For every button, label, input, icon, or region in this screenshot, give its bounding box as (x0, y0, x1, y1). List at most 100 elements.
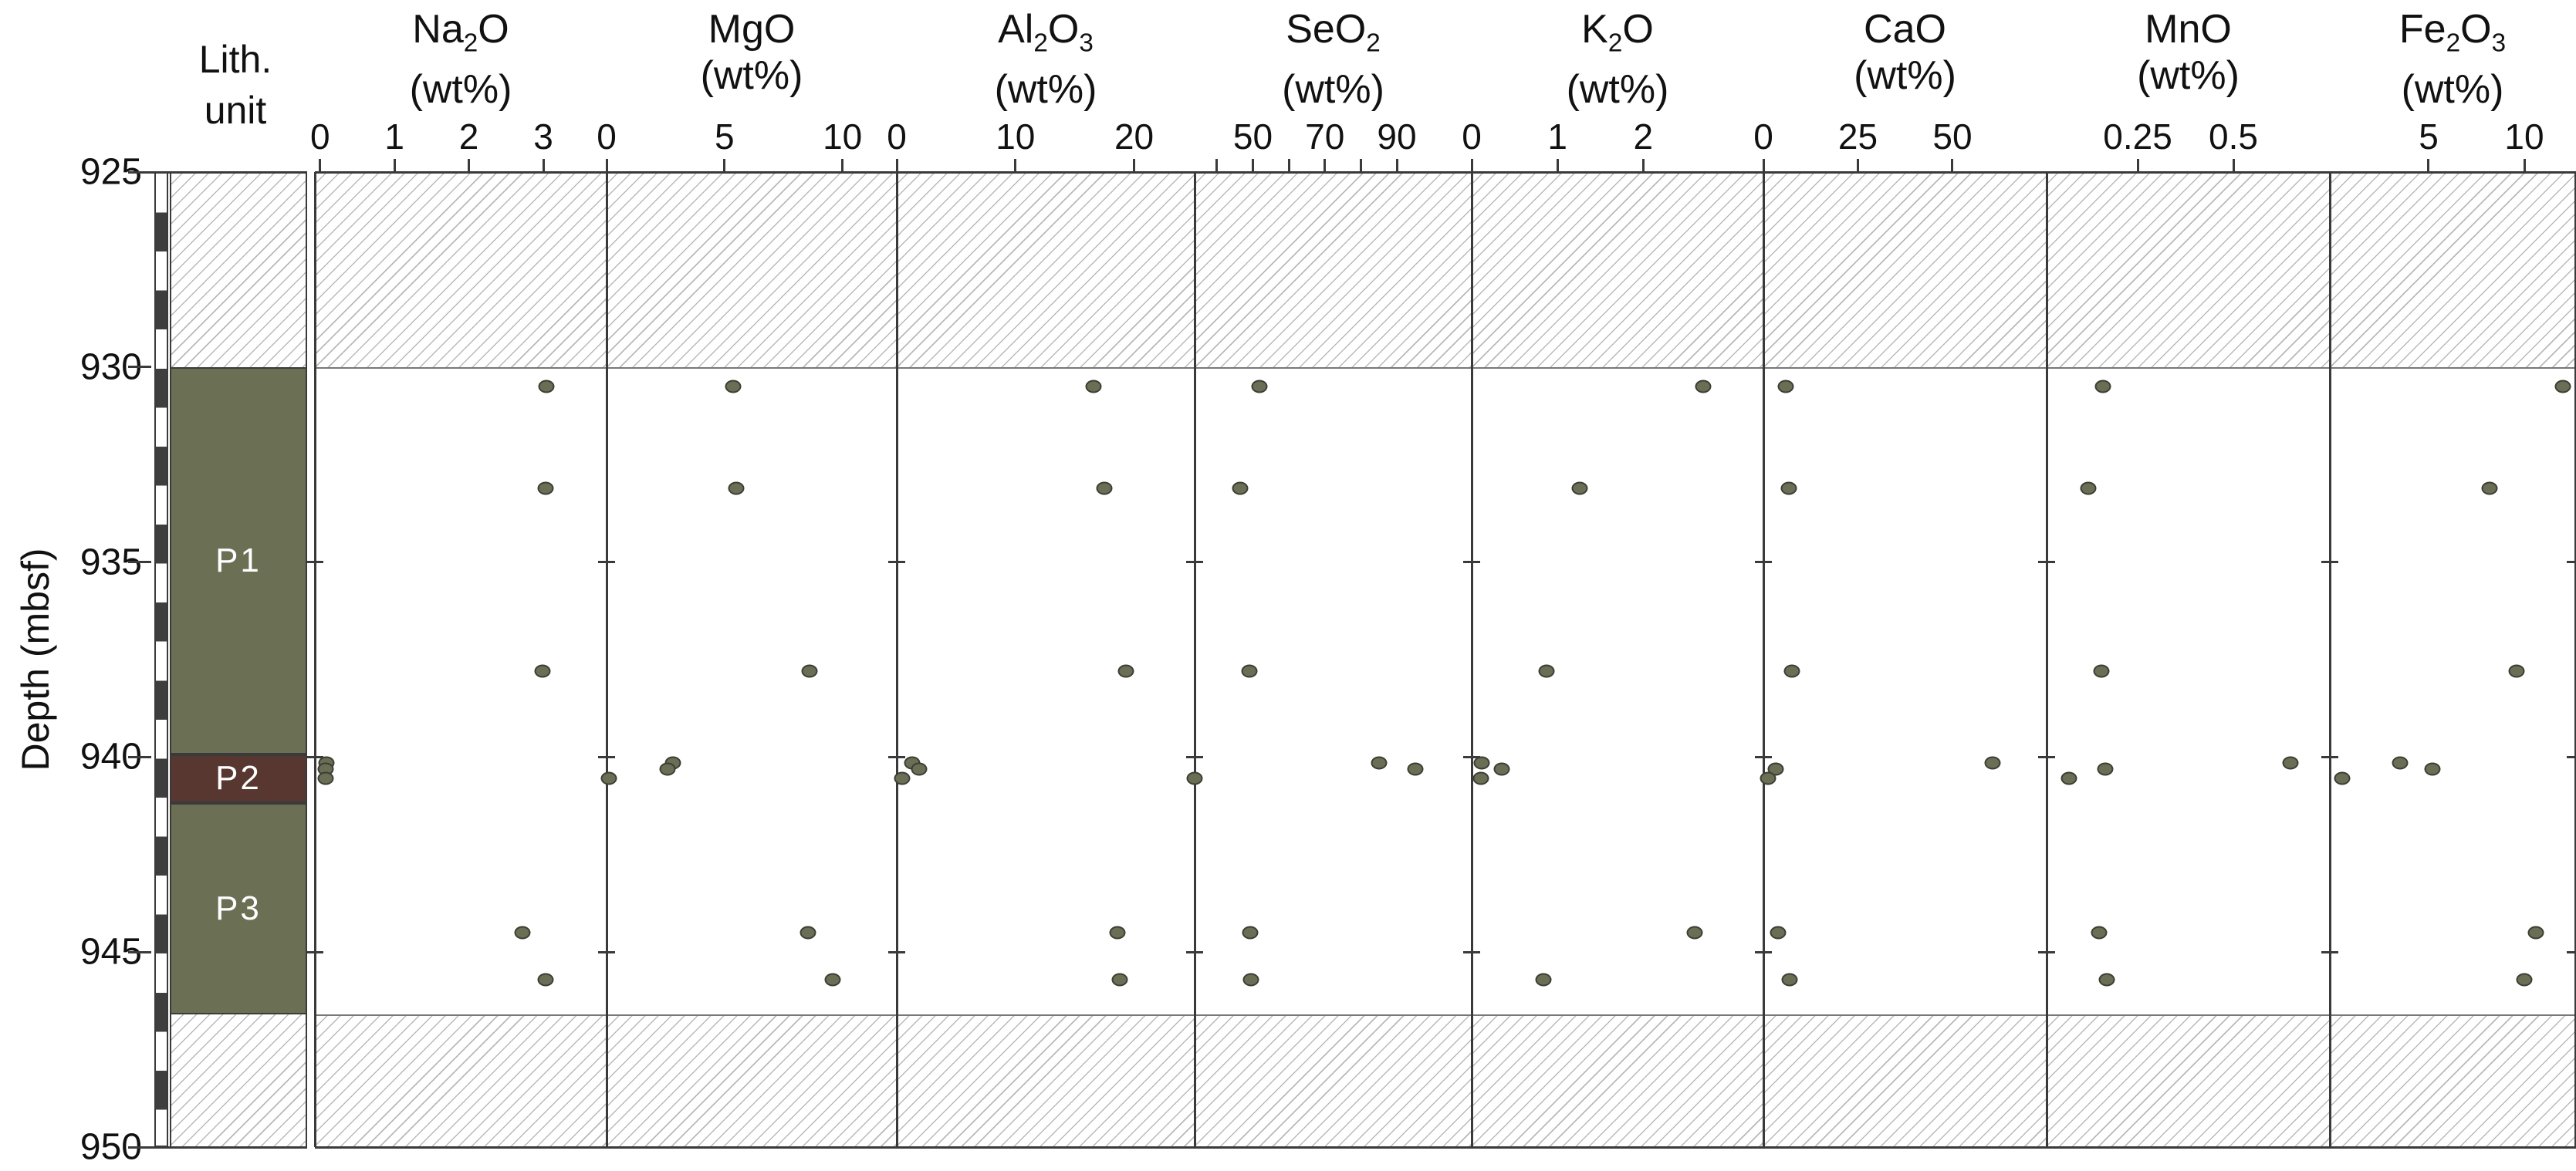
no-data-hatch-bottom (1763, 1014, 2047, 1149)
data-point (894, 771, 911, 785)
plot-boundary-line (151, 1146, 307, 1149)
x-axis-tick (2427, 159, 2430, 172)
lith-unit-label: P1 (215, 541, 262, 579)
panel-border-line (313, 172, 316, 1147)
data-point (1760, 771, 1776, 785)
data-point (537, 973, 554, 987)
data-point (1232, 481, 1249, 495)
no-data-hatch-bottom (2047, 1014, 2330, 1149)
x-axis-tick (1951, 159, 1954, 172)
depth-tick-mark (128, 1146, 151, 1149)
x-axis-tick (393, 159, 396, 172)
data-point (2516, 973, 2533, 987)
panel-seo2: SeO2 (wt%) (1195, 0, 1472, 1171)
data-point (1473, 756, 1490, 770)
interior-depth-tick (2321, 950, 2338, 953)
x-axis-tick (841, 159, 844, 172)
interior-depth-tick (2038, 561, 2055, 564)
panel-title-al2o3: Al2O3 (wt%) (897, 6, 1195, 113)
no-data-hatch-bottom (1472, 1014, 1763, 1149)
x-axis-tick-label: 1 (384, 116, 404, 157)
lith-unit-p3: P3 (170, 803, 307, 1015)
interior-depth-tick (598, 950, 615, 953)
data-point (2481, 481, 2498, 495)
no-data-hatch-top (1763, 172, 2047, 369)
unit-label: (wt%) (994, 67, 1097, 113)
interior-depth-tick (888, 561, 905, 564)
panel-al2o3: Al2O3 (wt%) (897, 0, 1195, 1171)
data-point (1781, 973, 1798, 987)
x-axis-tick-label: 90 (1377, 116, 1417, 157)
no-data-hatch-bottom (607, 1014, 897, 1149)
data-point (2554, 380, 2571, 393)
x-axis-tick (468, 159, 471, 172)
x-axis-tick (1395, 159, 1398, 172)
no-data-hatch-top (897, 172, 1195, 369)
depth-tick-mark (128, 950, 151, 953)
x-axis-tick-label: 1 (1547, 116, 1567, 157)
panel-title-cao: CaO (wt%) (1763, 6, 2047, 99)
data-point (1770, 926, 1787, 940)
interior-depth-tick (306, 950, 323, 953)
data-point (534, 664, 551, 678)
data-point (1493, 762, 1510, 776)
x-axis-tick-label: 2 (458, 116, 479, 157)
panel-border-line (1470, 172, 1473, 1147)
interior-depth-tick (1186, 950, 1203, 953)
data-point (2097, 762, 2114, 776)
unit-label: (wt%) (409, 67, 512, 113)
panel-border-line (2045, 172, 2048, 1147)
plot-boundary-line (315, 1146, 2576, 1149)
x-axis-tick-label: 2 (1633, 116, 1654, 157)
data-point (1777, 380, 1794, 393)
no-data-hatch-bottom (897, 1014, 1195, 1149)
data-point (801, 664, 818, 678)
data-point (538, 380, 555, 393)
x-axis-tick (2232, 159, 2235, 172)
panel-fe2o3: Fe2O3 (wt%) (2330, 0, 2575, 1171)
unit-label: (wt%) (2137, 53, 2240, 98)
data-point (824, 973, 841, 987)
data-point (2392, 756, 2409, 770)
unit-label: (wt%) (1282, 67, 1384, 113)
depth-tick-mark (128, 561, 151, 564)
x-axis-tick-label: 50 (1932, 116, 1973, 157)
no-data-hatch-top (2330, 172, 2575, 369)
lith-unit-p1: P1 (170, 366, 307, 754)
x-axis-tick (1287, 159, 1290, 172)
data-point (1186, 771, 1203, 785)
data-point (2527, 926, 2544, 940)
interior-depth-tick (1463, 755, 1480, 758)
interior-depth-tick (2567, 950, 2576, 953)
panel-title-na2o: Na2O (wt%) (315, 6, 607, 113)
no-data-hatch-top (315, 172, 607, 369)
x-axis-tick (1856, 159, 1859, 172)
unit-label: (wt%) (2401, 67, 2504, 113)
interior-depth-tick (1755, 755, 1772, 758)
x-axis-tick-label: 5 (2419, 116, 2439, 157)
panel-title-mno: MnO (wt%) (2047, 6, 2330, 99)
no-data-hatch-top (1472, 172, 1763, 369)
depth-tick-mark (128, 170, 151, 174)
data-point (1538, 664, 1555, 678)
oxide-formula: SeO2 (1286, 7, 1381, 58)
unit-label: (wt%) (1854, 53, 1956, 98)
panel-border-line (895, 172, 898, 1147)
x-axis-tick (319, 159, 322, 172)
panel-border-line (2328, 172, 2331, 1147)
oxide-formula: MnO (2145, 7, 2232, 52)
data-point (2093, 664, 2110, 678)
core-recovery-bar (154, 172, 168, 1147)
data-point (1535, 973, 1552, 987)
data-point (2080, 481, 2097, 495)
data-point (1472, 771, 1489, 785)
x-axis-tick-label: 0.5 (2209, 116, 2258, 157)
data-point (1242, 926, 1259, 940)
no-data-hatch-bottom (2330, 1014, 2575, 1149)
lith-no-data-region (170, 1014, 307, 1147)
interior-depth-tick (2038, 950, 2055, 953)
data-point (1111, 973, 1128, 987)
interior-depth-tick (306, 755, 323, 758)
interior-depth-tick (1186, 561, 1203, 564)
x-axis-tick (1215, 159, 1219, 172)
